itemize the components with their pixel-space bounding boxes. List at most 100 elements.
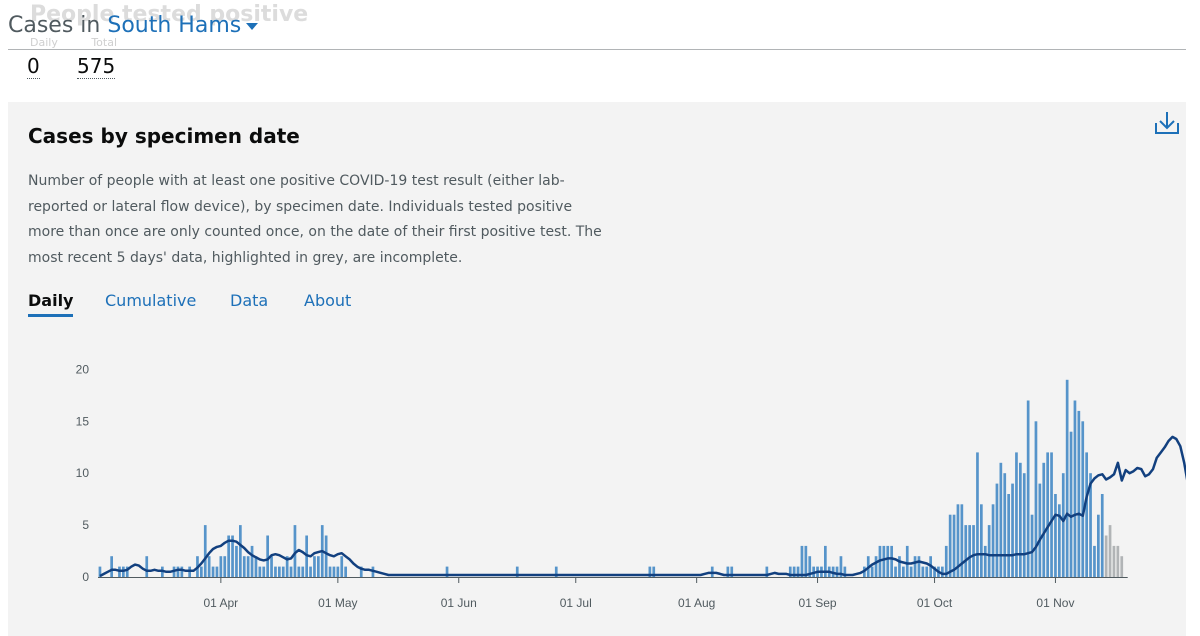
bar[interactable] xyxy=(344,566,347,577)
area-name[interactable]: South Hams xyxy=(107,13,242,38)
bar[interactable] xyxy=(1019,462,1022,577)
bar[interactable] xyxy=(285,556,289,577)
bar[interactable] xyxy=(1116,545,1120,577)
bar[interactable] xyxy=(1065,379,1069,577)
bar[interactable] xyxy=(289,566,293,577)
bar[interactable] xyxy=(913,556,917,577)
bar[interactable] xyxy=(227,535,230,578)
bar[interactable] xyxy=(270,556,273,577)
bar[interactable] xyxy=(964,525,968,577)
bar[interactable] xyxy=(1112,545,1116,577)
bar[interactable] xyxy=(824,545,827,577)
bar[interactable] xyxy=(328,566,332,577)
bar[interactable] xyxy=(1011,483,1014,577)
bar[interactable] xyxy=(800,545,804,577)
bar[interactable] xyxy=(317,556,320,577)
bar[interactable] xyxy=(301,566,305,577)
bar[interactable] xyxy=(1058,504,1061,577)
bar[interactable] xyxy=(933,566,936,577)
bar[interactable] xyxy=(1034,421,1038,577)
bar[interactable] xyxy=(1050,452,1053,577)
bar[interactable] xyxy=(792,566,796,577)
bar[interactable] xyxy=(235,545,238,577)
bar[interactable] xyxy=(1077,410,1081,577)
bar[interactable] xyxy=(1073,400,1077,578)
bar[interactable] xyxy=(765,566,769,577)
bar[interactable] xyxy=(324,535,328,578)
bar[interactable] xyxy=(1120,556,1124,577)
bar[interactable] xyxy=(898,556,901,577)
bar[interactable] xyxy=(445,566,449,577)
bar[interactable] xyxy=(726,566,730,577)
bar[interactable] xyxy=(250,545,254,577)
bar[interactable] xyxy=(1108,525,1112,577)
bar[interactable] xyxy=(843,566,847,577)
bar[interactable] xyxy=(281,566,285,577)
bar[interactable] xyxy=(200,566,203,577)
bar[interactable] xyxy=(98,566,102,577)
bar[interactable] xyxy=(246,556,250,577)
bar[interactable] xyxy=(874,556,878,577)
bar[interactable] xyxy=(1097,514,1100,577)
bar[interactable] xyxy=(917,556,921,577)
bar[interactable] xyxy=(180,566,184,577)
area-selector[interactable]: Cases in South Hams xyxy=(8,13,259,38)
bar[interactable] xyxy=(902,566,905,577)
bar[interactable] xyxy=(941,566,944,577)
bar[interactable] xyxy=(359,566,363,577)
bar[interactable] xyxy=(242,556,246,577)
bar[interactable] xyxy=(804,545,808,577)
tab-about[interactable]: About xyxy=(304,291,352,310)
bar[interactable] xyxy=(1054,494,1057,577)
bar[interactable] xyxy=(313,556,316,577)
bar[interactable] xyxy=(952,514,956,577)
bar[interactable] xyxy=(293,525,297,577)
bar[interactable] xyxy=(1085,452,1088,577)
bar[interactable] xyxy=(1038,483,1042,577)
bar[interactable] xyxy=(1093,545,1096,577)
bar[interactable] xyxy=(297,566,301,577)
bar[interactable] xyxy=(991,504,995,577)
bar[interactable] xyxy=(909,566,913,577)
bar[interactable] xyxy=(882,545,886,577)
bar[interactable] xyxy=(980,504,983,577)
caret-down-icon[interactable] xyxy=(246,22,259,30)
bar[interactable] xyxy=(886,545,890,577)
bar[interactable] xyxy=(231,535,234,578)
bar[interactable] xyxy=(1089,473,1092,577)
bar[interactable] xyxy=(223,556,227,577)
bar[interactable] xyxy=(258,566,262,577)
bar[interactable] xyxy=(1081,421,1085,577)
bar[interactable] xyxy=(921,566,925,577)
bar[interactable] xyxy=(1015,452,1018,577)
bar[interactable] xyxy=(976,452,979,577)
tab-daily[interactable]: Daily xyxy=(28,291,74,317)
bar[interactable] xyxy=(1104,535,1108,578)
bar[interactable] xyxy=(145,556,149,577)
bar[interactable] xyxy=(203,525,207,577)
tab-data[interactable]: Data xyxy=(230,291,269,310)
bar[interactable] xyxy=(110,556,113,577)
bar[interactable] xyxy=(972,525,975,577)
tab-cumulative[interactable]: Cumulative xyxy=(105,291,197,310)
bar[interactable] xyxy=(1022,473,1026,577)
bar[interactable] xyxy=(239,525,242,577)
bar[interactable] xyxy=(1100,494,1104,577)
bar[interactable] xyxy=(894,566,897,577)
bar[interactable] xyxy=(925,566,929,577)
bar[interactable] xyxy=(835,566,839,577)
bar[interactable] xyxy=(995,483,999,577)
bar[interactable] xyxy=(987,525,991,577)
bar[interactable] xyxy=(948,514,952,577)
bar[interactable] xyxy=(266,535,269,578)
bar[interactable] xyxy=(219,556,223,577)
bar[interactable] xyxy=(1007,494,1010,577)
bar[interactable] xyxy=(1030,514,1034,577)
bar[interactable] xyxy=(254,556,258,577)
bar[interactable] xyxy=(648,566,652,577)
bar[interactable] xyxy=(1069,431,1073,577)
bar[interactable] xyxy=(730,566,734,577)
bar[interactable] xyxy=(340,556,344,577)
bar[interactable] xyxy=(652,566,656,577)
bar[interactable] xyxy=(960,504,964,577)
